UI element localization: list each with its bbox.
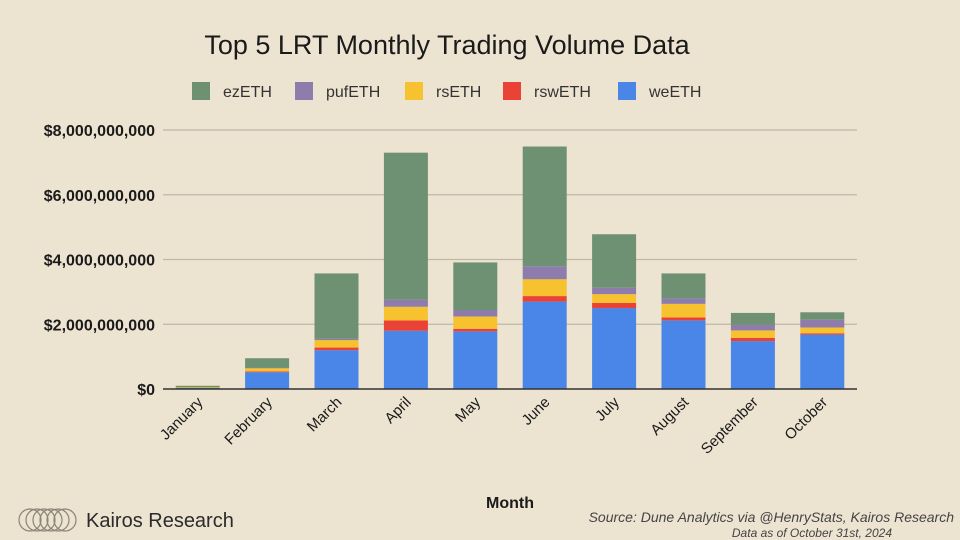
bar-rsETH-march [314, 340, 359, 348]
x-tick-label: August [647, 393, 693, 439]
bar-pufETH-june [522, 266, 567, 280]
bar-weETH-august [661, 320, 706, 389]
x-tick-label: May [452, 393, 484, 425]
x-tick-label: March [304, 394, 345, 435]
bar-rsETH-july [592, 294, 637, 303]
bar-weETH-june [522, 301, 567, 389]
bar-ezETH-october [800, 312, 845, 320]
x-tick-label: June [519, 394, 554, 429]
y-tick-label: $6,000,000,000 [44, 188, 155, 205]
source-note: Source: Dune Analytics via @HenryStats, … [589, 509, 955, 525]
bar-rsETH-february [245, 368, 290, 372]
bar-rswETH-august [661, 317, 706, 321]
bar-weETH-april [383, 330, 428, 389]
legend-swatch-rsETH [405, 82, 423, 100]
bar-rswETH-september [730, 337, 775, 342]
x-axis-label: Month [486, 495, 534, 512]
y-tick-label: $2,000,000,000 [44, 317, 155, 334]
bar-ezETH-september [730, 312, 775, 325]
bar-rsETH-september [730, 330, 775, 338]
legend-swatch-pufETH [295, 82, 313, 100]
legend-label-weETH: weETH [648, 84, 701, 101]
brand-name: Kairos Research [86, 510, 234, 532]
bar-weETH-october [800, 334, 845, 389]
bar-pufETH-july [592, 287, 637, 295]
bar-pufETH-march [314, 338, 359, 341]
bar-rsETH-may [453, 316, 498, 329]
legend-swatch-weETH [618, 82, 636, 100]
bar-rsETH-october [800, 327, 845, 334]
x-tick-label: January [157, 393, 207, 443]
bar-weETH-may [453, 331, 498, 389]
x-axis-ticks: January February March April May June July Augu… [157, 393, 831, 457]
x-tick-label: April [381, 394, 414, 427]
bar-rswETH-april [383, 320, 428, 331]
bar-rswETH-may [453, 328, 498, 332]
bar-pufETH-october [800, 319, 845, 328]
data-as-of-note: Data as of October 31st, 2024 [732, 526, 892, 540]
bar-ezETH-april [383, 152, 428, 300]
legend-label-pufETH: pufETH [326, 84, 380, 101]
bar-rsETH-august [661, 303, 706, 318]
bar-ezETH-march [314, 273, 359, 339]
bar-rswETH-february [245, 371, 290, 373]
bar-ezETH-january [175, 385, 220, 388]
y-tick-label: $4,000,000,000 [44, 253, 155, 270]
bar-ezETH-february [245, 358, 290, 368]
bar-ezETH-june [522, 146, 567, 267]
gridlines [163, 129, 857, 325]
bar-pufETH-september [730, 324, 775, 331]
bar-pufETH-may [453, 310, 498, 317]
bar-rswETH-march [314, 347, 359, 351]
bar-rswETH-october [800, 333, 845, 335]
y-tick-label: $8,000,000,000 [44, 123, 155, 140]
chart-title: Top 5 LRT Monthly Trading Volume Data [204, 30, 690, 60]
x-tick-label: February [221, 393, 276, 448]
legend-swatch-rswETH [503, 82, 521, 100]
legend-label-rswETH: rswETH [534, 84, 591, 101]
bars [175, 146, 845, 389]
x-tick-label: September [698, 394, 762, 458]
kairos-logo [18, 508, 77, 532]
bar-rswETH-june [522, 296, 567, 302]
bar-ezETH-may [453, 262, 498, 311]
bar-ezETH-august [661, 273, 706, 299]
legend-label-rsETH: rsETH [436, 84, 481, 101]
y-tick-label: $0 [137, 382, 155, 399]
y-axis-ticks: $0 $2,000,000,000 $4,000,000,000 $6,000,000… [44, 123, 155, 399]
bar-rsETH-january [175, 387, 220, 389]
chart-legend: ezETH pufETH rsETH rswETH weETH [192, 82, 701, 101]
bar-rsETH-april [383, 306, 428, 321]
bar-weETH-february [245, 372, 290, 389]
bar-weETH-july [592, 308, 637, 389]
x-tick-label: October [781, 394, 831, 444]
bar-pufETH-april [383, 299, 428, 307]
bar-rswETH-july [592, 302, 637, 309]
bar-pufETH-august [661, 298, 706, 304]
bar-rsETH-june [522, 279, 567, 297]
bar-ezETH-july [592, 234, 637, 288]
bar-weETH-march [314, 350, 359, 389]
legend-swatch-ezETH [192, 82, 210, 100]
x-tick-label: July [592, 393, 623, 424]
legend-label-ezETH: ezETH [223, 84, 272, 101]
bar-weETH-september [730, 341, 775, 389]
